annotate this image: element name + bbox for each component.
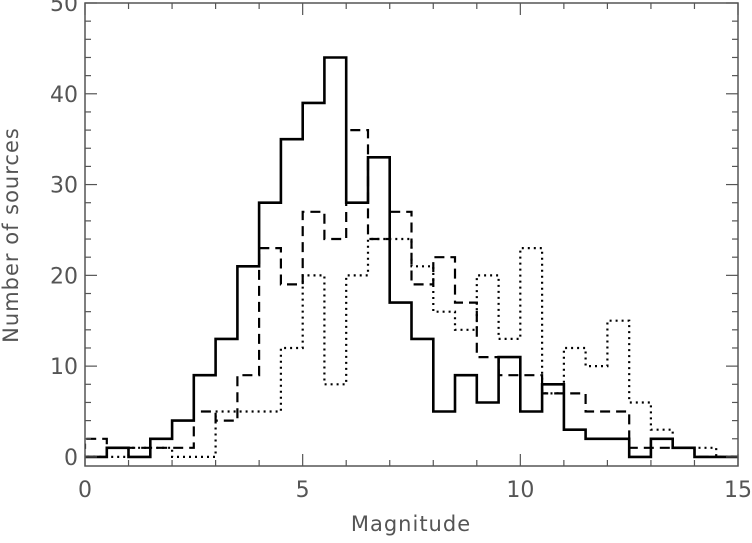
y-tick-label: 30 (50, 174, 78, 199)
x-tick-label: 0 (78, 478, 92, 503)
y-tick-label: 10 (50, 355, 78, 380)
plot-frame (84, 2, 739, 467)
y-axis-title: Number of sources (0, 127, 23, 343)
y-tick-label: 20 (50, 264, 78, 289)
y-tick-label: 50 (50, 0, 78, 17)
histogram-series-solid (85, 56, 738, 459)
histogram-series-dashed (85, 129, 738, 458)
axis-ticks (84, 2, 739, 466)
x-axis-title: Magnitude (351, 512, 471, 536)
x-tick-label: 10 (506, 478, 534, 503)
series-layer (85, 56, 738, 459)
y-tick-label: 0 (64, 446, 78, 471)
y-tick-label: 40 (50, 83, 78, 108)
x-tick-label: 15 (724, 478, 752, 503)
tick-labels: 0 5 10 15 0 10 20 30 40 50 (50, 0, 752, 503)
x-tick-label: 5 (296, 478, 310, 503)
histogram-series-dotted (85, 237, 738, 458)
